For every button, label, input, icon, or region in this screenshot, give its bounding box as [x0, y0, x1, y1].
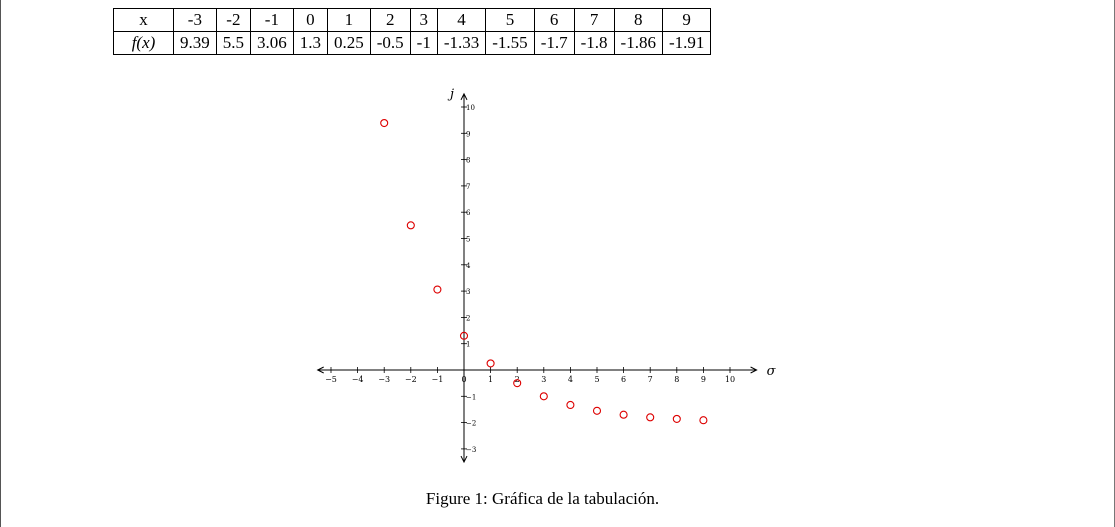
table-header-fx: f(x) — [113, 31, 174, 55]
x-tick-label: 0 — [461, 375, 466, 384]
page-border-left — [0, 0, 1, 527]
data-point — [672, 414, 681, 423]
x-tick-label: −5 — [325, 375, 337, 384]
table-cell: 5 — [485, 8, 535, 32]
table-cell: 2 — [369, 8, 411, 32]
x-tick-label: −2 — [405, 375, 417, 384]
table-cell: 6 — [533, 8, 575, 32]
y-axis-label: j — [447, 87, 454, 102]
x-tick-label: 3 — [541, 375, 546, 384]
y-tick-label: 1 — [466, 341, 470, 349]
data-point — [433, 285, 442, 294]
y-axis-arrow — [460, 92, 468, 101]
x-tick-label: 6 — [621, 375, 626, 384]
y-tick-label: 2 — [466, 314, 470, 322]
x-axis-label: σ — [767, 364, 777, 379]
x-tick-label: 5 — [594, 375, 599, 384]
table-cell: -1.33 — [436, 31, 487, 55]
data-point — [539, 392, 548, 401]
table-cell: 9.39 — [173, 31, 217, 55]
x-tick-label: 10 — [725, 375, 735, 384]
table-cell: 8 — [613, 8, 663, 32]
x-tick-label: 4 — [568, 375, 573, 384]
table-cell: 4 — [436, 8, 487, 32]
data-point — [486, 359, 495, 368]
table-cell: 0.25 — [327, 31, 371, 55]
table-cell: -1.7 — [533, 31, 575, 55]
table-cell: -2 — [215, 8, 252, 32]
table-cell: 3 — [409, 8, 438, 32]
data-point — [592, 406, 602, 415]
table-cell: -0.5 — [369, 31, 411, 55]
table-cell: 0 — [292, 8, 329, 32]
table-row-fx: f(x) 9.39 5.5 3.06 1.3 0.25 -0.5 -1 -1.3… — [113, 31, 712, 55]
data-point — [406, 221, 415, 230]
y-tick-label: 5 — [466, 236, 470, 244]
table-cell: 3.06 — [250, 31, 294, 55]
y-tick-label: −2 — [466, 420, 476, 428]
data-point — [619, 410, 628, 419]
table-cell: -1.86 — [613, 31, 663, 55]
x-tick-label: 1 — [488, 375, 493, 384]
x-tick-label: −4 — [352, 375, 364, 384]
table-cell: 5.5 — [215, 31, 252, 55]
y-tick-label: 7 — [466, 183, 470, 191]
table-cell: 9 — [661, 8, 712, 32]
table-cell: 1 — [327, 8, 371, 32]
table-cell: -1.8 — [573, 31, 615, 55]
x-tick-label: 9 — [701, 375, 706, 384]
tabulation-table: x -3 -2 -1 0 1 2 3 4 5 6 7 8 9 f(x) 9.39… — [113, 8, 712, 55]
table-cell: -3 — [173, 8, 217, 32]
y-tick-label: 10 — [466, 104, 475, 112]
x-axis-arrow — [750, 366, 758, 374]
table-cell: 7 — [573, 8, 615, 32]
table-cell: -1.91 — [661, 31, 712, 55]
y-tick-label: 8 — [466, 157, 470, 165]
y-tick-label: −1 — [466, 393, 476, 401]
table-header-x: x — [113, 8, 174, 32]
table-cell: 1.3 — [292, 31, 329, 55]
y-tick-label: −3 — [466, 446, 476, 454]
y-tick-label: 6 — [466, 209, 471, 217]
figure-caption: Figure 1: Gráfica de la tabulación. — [425, 489, 660, 508]
data-point — [459, 331, 469, 340]
table-cell: -1.55 — [485, 31, 535, 55]
data-point — [646, 413, 655, 422]
y-tick-label: 9 — [466, 130, 470, 138]
x-tick-label: 7 — [648, 375, 653, 384]
x-tick-label: 8 — [674, 375, 679, 384]
table-cell: -1 — [250, 8, 294, 32]
x-tick-label: −1 — [432, 375, 444, 384]
data-point — [699, 416, 708, 425]
y-tick-label: 4 — [466, 262, 471, 270]
x-axis-arrow — [316, 366, 324, 374]
table-row-x: x -3 -2 -1 0 1 2 3 4 5 6 7 8 9 — [113, 8, 712, 32]
scatter-plot: −5 −4 −3 −2 −1 0 1 2 3 4 5 6 7 8 9 10−3−2−112345678910σ… — [316, 87, 777, 464]
y-axis-arrow — [460, 455, 468, 464]
data-point — [380, 118, 389, 128]
data-point — [513, 379, 522, 388]
data-point — [566, 400, 575, 410]
x-tick-label: −3 — [378, 375, 390, 384]
table-cell: -1 — [409, 31, 438, 55]
y-tick-label: 3 — [466, 288, 470, 296]
